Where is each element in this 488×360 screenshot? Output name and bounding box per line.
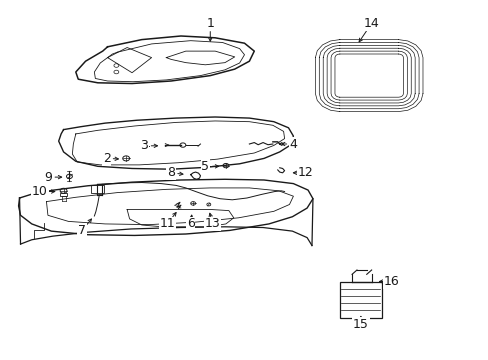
- Text: 6: 6: [186, 217, 194, 230]
- Text: 10: 10: [32, 185, 48, 198]
- Text: 12: 12: [297, 166, 313, 179]
- Text: 1: 1: [206, 17, 214, 30]
- Text: 11: 11: [159, 217, 175, 230]
- Text: 2: 2: [102, 152, 110, 165]
- Text: 7: 7: [78, 224, 86, 237]
- Text: 16: 16: [383, 275, 398, 288]
- Text: 8: 8: [167, 166, 175, 179]
- Text: 15: 15: [352, 318, 368, 331]
- Text: 14: 14: [363, 17, 379, 30]
- Text: 9: 9: [44, 171, 52, 184]
- Text: 5: 5: [201, 160, 209, 173]
- Text: 4: 4: [289, 138, 297, 150]
- Text: 3: 3: [140, 139, 148, 152]
- Text: 13: 13: [204, 217, 220, 230]
